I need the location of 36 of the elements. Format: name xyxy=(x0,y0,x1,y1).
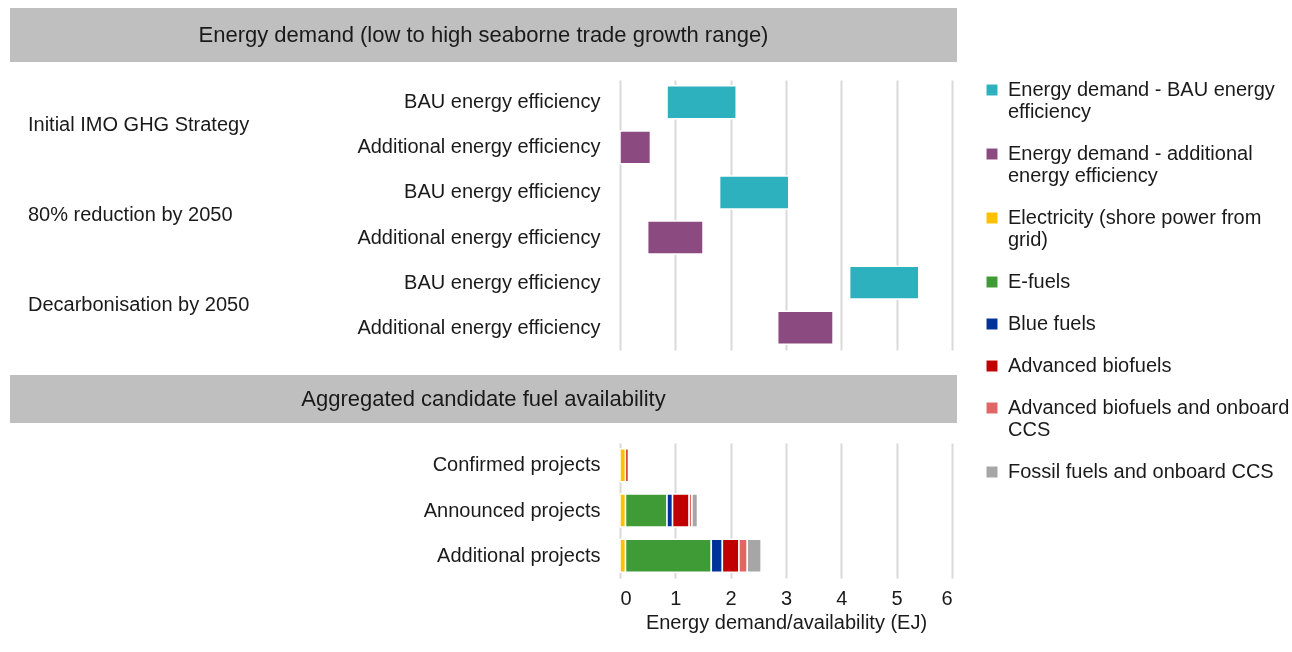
chart-title: Aggregated candidate fuel availability xyxy=(10,375,957,423)
y-tick-label: BAU energy efficiency xyxy=(404,180,601,203)
y-tick-label: Additional projects xyxy=(437,543,601,566)
y-tick-label: BAU energy efficiency xyxy=(404,270,601,293)
y-tick-label: Additional energy efficiency xyxy=(357,225,601,248)
legend-label: Energy demand - BAU energy efficiency xyxy=(1008,78,1275,122)
x-tick-label: 3 xyxy=(780,586,793,609)
legend-label: Electricity (shore power from grid) xyxy=(1008,206,1262,250)
x-tick-label: 0 xyxy=(620,586,632,609)
bar xyxy=(646,220,704,255)
legend-label: Blue fuels xyxy=(1008,312,1096,334)
x-axis-title: Energy demand/availability (EJ) xyxy=(645,610,928,633)
legend-label: Advanced biofuels xyxy=(1008,354,1172,376)
bar xyxy=(848,265,920,300)
x-tick-label: 5 xyxy=(891,586,903,609)
x-tick-label: 4 xyxy=(836,586,848,609)
y-tick-label: Announced projects xyxy=(423,498,601,521)
y-tick-label: BAU energy efficiency xyxy=(404,90,601,113)
y-tick-label: Additional energy efficiency xyxy=(357,135,601,158)
bar xyxy=(666,85,737,120)
y-tick-label: Confirmed projects xyxy=(432,453,601,476)
x-tick-label: 2 xyxy=(725,586,737,609)
text: Initial IMO GHG Strategy xyxy=(28,112,250,135)
legend-label: E-fuels xyxy=(1008,270,1071,292)
y-tick-label: Additional energy efficiency xyxy=(357,315,601,338)
text: 80% reduction by 2050 xyxy=(28,202,233,225)
chart-title: Energy demand (low to high seaborne trade growth range) xyxy=(10,8,957,62)
x-tick-label: 6 xyxy=(941,586,953,609)
legend-label: Advanced biofuels and onboard CCS xyxy=(1008,396,1290,440)
legend-label: Energy demand - additional energy efficiency xyxy=(1008,142,1253,186)
legend-label: Fossil fuels and onboard CCS xyxy=(1008,460,1274,482)
bar xyxy=(718,175,790,210)
x-tick-label: 1 xyxy=(670,586,682,609)
bar xyxy=(776,310,834,345)
bar xyxy=(619,130,652,165)
text: Decarbonisation by 2050 xyxy=(28,293,250,316)
